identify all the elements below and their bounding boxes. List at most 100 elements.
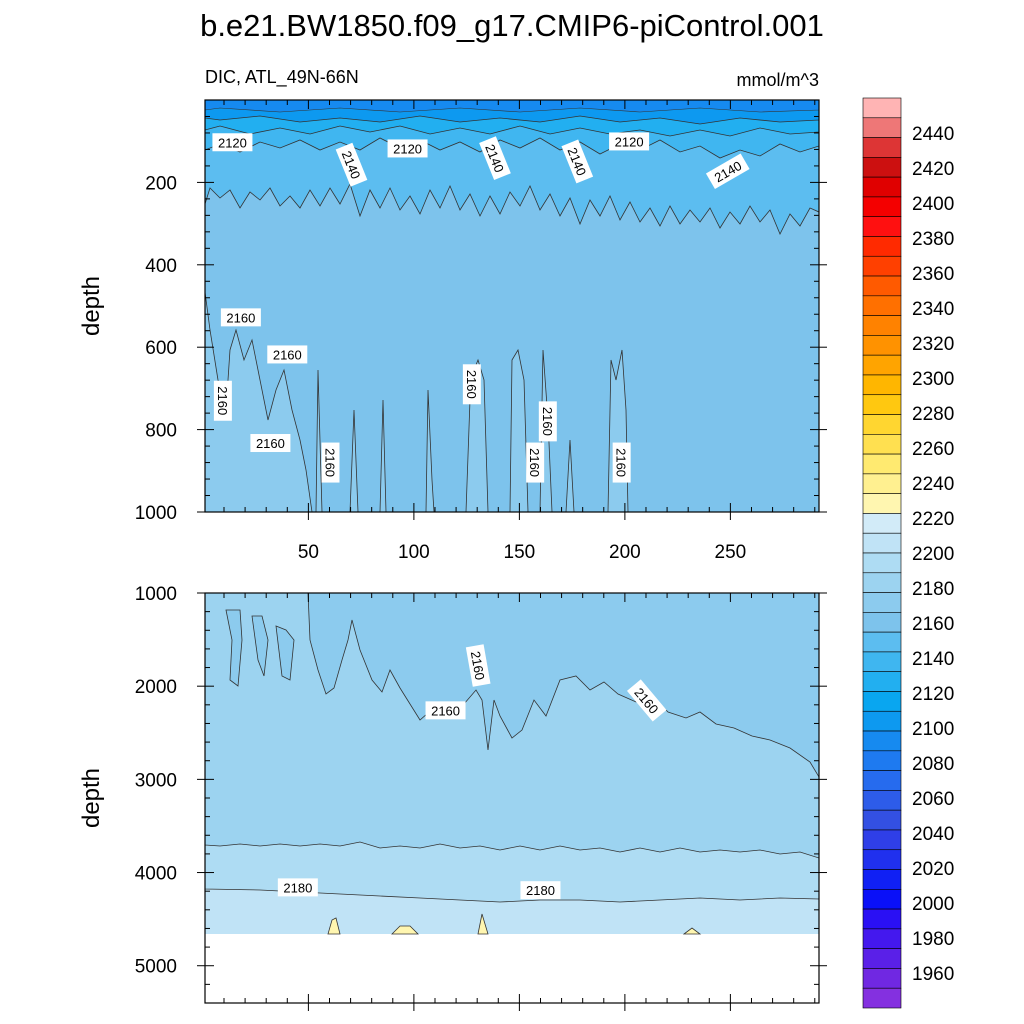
colorbar-label: 2300 <box>912 369 954 390</box>
colorbar-box <box>862 612 902 633</box>
contour-label: 2120 <box>212 133 253 152</box>
contour-label: 2160 <box>612 442 631 483</box>
colorbar-label: 2360 <box>912 264 954 285</box>
contour-label: 2160 <box>250 434 291 453</box>
figure-title: b.e21.BW1850.f09_g17.CMIP6-piControl.001 <box>200 8 824 43</box>
contour-label-box <box>705 153 750 190</box>
contour-label-box <box>335 142 368 187</box>
colorbar-label: 2400 <box>912 194 954 215</box>
contour-label-text: 2160 <box>614 448 629 477</box>
colorbar-label: 2020 <box>912 859 954 880</box>
colorbar-box <box>862 216 902 237</box>
colorbar: 2440 2420 2400 2380 2360 2340 2320 2300 2280 2260… <box>862 97 954 1009</box>
colorbar-box <box>862 335 902 356</box>
contour-label: 2180 <box>520 881 561 900</box>
colorbar-box <box>862 908 902 930</box>
upper-ylabel: depth <box>78 276 105 336</box>
y-tick-label: 5000 <box>135 957 177 978</box>
lower-fill <box>205 593 819 1003</box>
colorbar-label: 2280 <box>912 404 954 425</box>
contour-label-box <box>626 679 667 722</box>
colorbar-label: 2120 <box>912 684 954 705</box>
colorbar-box <box>862 532 902 554</box>
colorbar-box <box>862 374 902 396</box>
contour-label-box <box>538 401 557 442</box>
colorbar-box <box>862 592 902 613</box>
x-tick-label: 100 <box>398 542 430 563</box>
colorbar-box <box>862 137 902 158</box>
contour-label-box <box>321 442 340 483</box>
contour-label-text: 2120 <box>393 141 422 156</box>
colorbar-box <box>862 157 902 178</box>
colorbar-box <box>862 97 902 119</box>
x-tick-label: 150 <box>504 542 536 563</box>
colorbar-label: 2180 <box>912 579 954 600</box>
colorbar-box <box>862 473 902 494</box>
colorbar-box <box>862 315 902 336</box>
panel-units: mmol/m^3 <box>737 70 819 90</box>
contour-label-text: 2160 <box>431 703 460 718</box>
y-tick-label: 1000 <box>135 584 177 605</box>
contour-label-box <box>612 442 631 483</box>
colorbar-label: 2320 <box>912 334 954 355</box>
contour-label-box <box>526 442 545 483</box>
colorbar-box <box>862 434 902 455</box>
colorbar-box <box>862 790 902 811</box>
colorbar-box <box>862 176 902 198</box>
contour-label-box <box>387 139 428 158</box>
y-tick-label: 600 <box>145 338 177 359</box>
colorbar-box <box>862 513 902 534</box>
contour-label: 2140 <box>561 139 594 184</box>
colorbar-box <box>862 255 902 277</box>
colorbar-box <box>862 849 902 870</box>
colorbar-label: 2240 <box>912 474 954 495</box>
colorbar-box <box>862 453 902 475</box>
lower-axis-ticks: 1000 2000 3000 4000 5000 <box>135 584 827 1011</box>
x-tick-label: 50 <box>298 542 319 563</box>
colorbar-label: 2000 <box>912 894 954 915</box>
lower-band-2160b <box>225 609 295 687</box>
contour-label-box <box>462 364 481 405</box>
colorbar-box <box>862 829 902 851</box>
contour-label: 2160 <box>321 442 340 483</box>
contour-label: 2160 <box>538 401 557 442</box>
colorbar-label: 2160 <box>912 614 954 635</box>
colorbar-box <box>862 394 902 415</box>
colorbar-label: 2060 <box>912 789 954 810</box>
colorbar-label: 1960 <box>912 964 954 985</box>
y-tick-label: 200 <box>145 173 177 194</box>
colorbar-box <box>862 968 902 989</box>
contour-label-box <box>465 644 491 687</box>
contour-label: 2160 <box>220 308 261 327</box>
contour-label-box <box>220 308 261 327</box>
contour-label-text: 2160 <box>256 436 285 451</box>
colorbar-box <box>862 987 902 1009</box>
colorbar-label: 2080 <box>912 754 954 775</box>
colorbar-box <box>862 928 902 949</box>
colorbar-box <box>862 710 902 732</box>
colorbar-box <box>862 869 902 890</box>
colorbar-label: 2440 <box>912 124 954 145</box>
colorbar-label: 2040 <box>912 824 954 845</box>
colorbar-box <box>862 631 902 653</box>
contour-label-text: 2160 <box>215 386 230 415</box>
contour-label: 2120 <box>387 139 428 158</box>
contour-label-text: 2160 <box>527 448 542 477</box>
contour-label-text: 2160 <box>273 347 302 362</box>
contour-label-box <box>425 701 466 720</box>
y-tick-label: 2000 <box>135 677 177 698</box>
upper-axis-ticks: 50 100 150 200 250 200 400 600 800 1000 <box>135 99 827 563</box>
colorbar-box <box>862 651 902 672</box>
contour-label-box <box>561 139 594 184</box>
upper-plot-frame <box>204 99 820 513</box>
colorbar-box <box>862 770 902 791</box>
contour-label: 2160 <box>526 442 545 483</box>
colorbar-box <box>862 691 902 712</box>
colorbar-label: 1980 <box>912 929 954 950</box>
colorbar-label: 2140 <box>912 649 954 670</box>
colorbar-label: 2340 <box>912 299 954 320</box>
contour-label: 2160 <box>267 345 308 364</box>
x-tick-label: 250 <box>715 542 747 563</box>
